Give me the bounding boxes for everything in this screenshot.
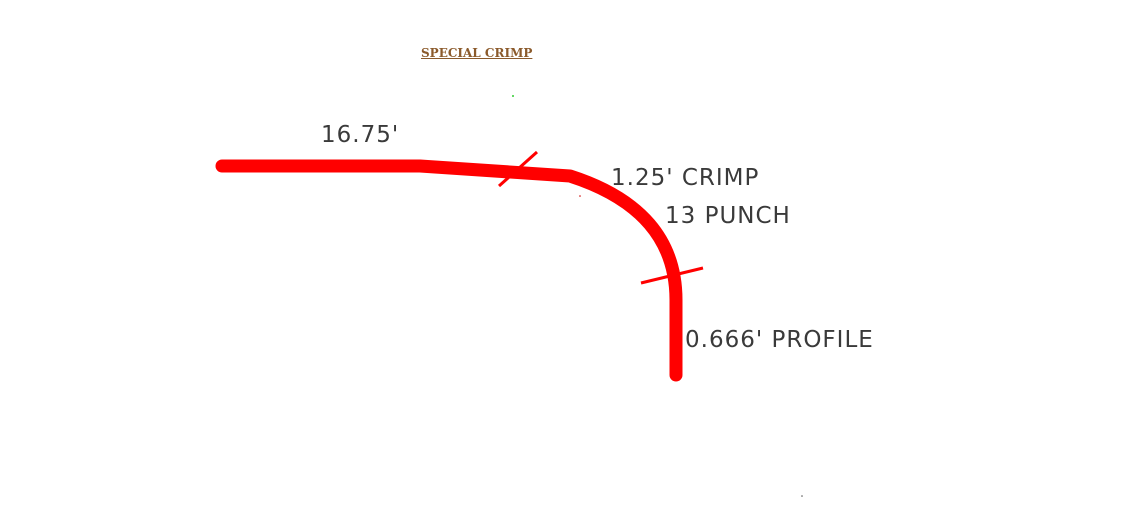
length-label: 16.75' [321, 122, 400, 148]
diagram-title: SPECIAL CRIMP [421, 46, 533, 60]
profile-label: 0.666' PROFILE [685, 327, 874, 353]
punch-label: 13 PUNCH [665, 203, 791, 229]
crimp-label: 1.25' CRIMP [611, 165, 760, 191]
pipe-run [215, 159, 683, 382]
marker-dot [512, 95, 514, 97]
marker-dot [579, 195, 581, 197]
marker-dot [801, 495, 803, 497]
crimp-start-tick [497, 150, 539, 188]
crimp-end-tick [640, 266, 704, 285]
